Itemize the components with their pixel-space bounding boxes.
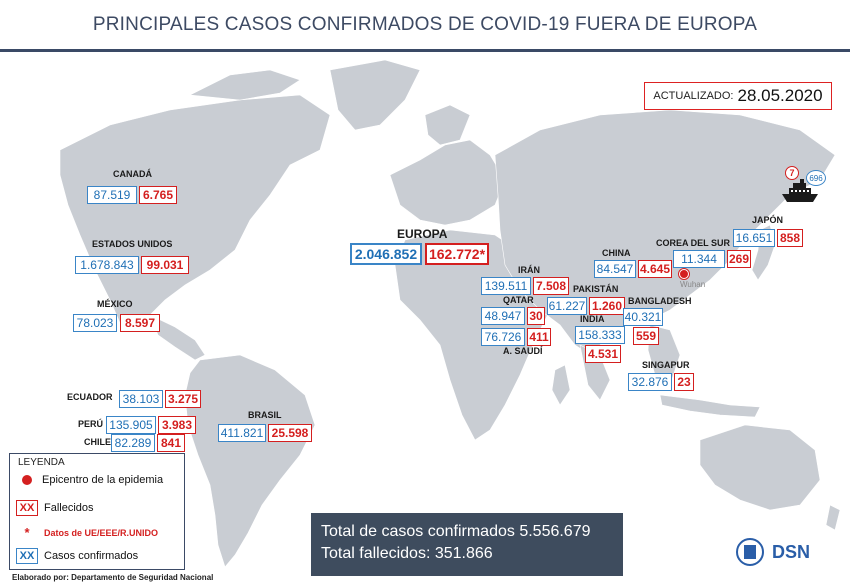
seal-icon (736, 538, 764, 566)
legend-confirmed: XX Casos confirmados (16, 548, 138, 564)
deaths-europa: 162.772* (425, 243, 489, 265)
ship-deaths: 7 (785, 166, 799, 180)
epicenter-dot-icon (22, 475, 32, 485)
legend-eu: * Datos de UE/EEE/R.UNIDO (16, 525, 158, 540)
deaths-china: 4.645 (638, 260, 672, 278)
deaths-ecuador: 3.275 (165, 390, 201, 408)
legend-epicenter: Epicentro de la epidemia (16, 474, 163, 486)
confirmed-pakistan: 61.227 (547, 297, 587, 315)
legend-epicenter-label: Epicentro de la epidemia (42, 474, 164, 486)
label-chile: CHILE (84, 437, 111, 447)
label-japon: JAPÓN (752, 215, 784, 225)
label-iran: IRÁN (518, 265, 540, 275)
update-date: 28.05.2020 (737, 86, 823, 105)
label-usa: ESTADOS UNIDOS (92, 239, 173, 249)
confirmed-ecuador: 38.103 (119, 390, 163, 408)
legend-deaths-label: Fallecidos (44, 502, 94, 514)
confirmed-canada: 87.519 (87, 186, 137, 204)
deaths-pakistan: 1.260 (589, 297, 625, 315)
label-peru: PERÚ (78, 419, 104, 429)
wuhan-epicenter-icon (679, 269, 689, 279)
confirmed-chile: 82.289 (111, 434, 155, 452)
confirmed-qatar: 48.947 (481, 307, 525, 325)
legend-eu-label: Datos de UE/EEE/R.UNIDO (44, 527, 159, 538)
confirmed-arabia: 76.726 (481, 328, 525, 346)
deaths-qatar: 30 (527, 307, 545, 325)
confirmed-india: 158.333 (575, 326, 625, 344)
total-confirmed: Total de casos confirmados 5.556.679 (321, 523, 591, 540)
label-mexico: MÉXICO (97, 299, 133, 309)
confirmed-bangladesh: 40.321 (623, 308, 663, 326)
dsn-logo-text: DSN (772, 541, 811, 562)
label-bangladesh: BANGLADESH (628, 296, 692, 306)
deaths-bangladesh: 559 (633, 327, 659, 345)
totals-panel: Total de casos confirmados 5.556.679 Tot… (311, 513, 623, 576)
wuhan-label: Wuhan (680, 280, 706, 289)
total-deaths: Total fallecidos: 351.866 (321, 545, 493, 562)
legend-confirmed-label: Casos confirmados (44, 550, 139, 562)
confirmed-china: 84.547 (594, 260, 636, 278)
deaths-japon: 858 (777, 229, 803, 247)
legend: LEYENDA Epicentro de la epidemia XX Fall… (9, 453, 185, 570)
deaths-arabia: 411 (527, 328, 551, 346)
confirmed-corea: 11.344 (673, 250, 725, 268)
label-india: INDIA (580, 314, 605, 324)
label-corea: COREA DEL SUR (656, 238, 731, 248)
label-china: CHINA (602, 248, 631, 258)
confirmed-mexico: 78.023 (73, 314, 117, 332)
deaths-iran: 7.508 (533, 277, 569, 295)
legend-deaths: XX Fallecidos (16, 500, 94, 516)
confirmed-swatch: XX (16, 548, 38, 564)
label-singapur: SINGAPUR (642, 360, 690, 370)
confirmed-singapur: 32.876 (628, 373, 672, 391)
deaths-peru: 3.983 (158, 416, 196, 434)
title-bar: PRINCIPALES CASOS CONFIRMADOS DE COVID-1… (0, 0, 850, 52)
deaths-india: 4.531 (585, 345, 621, 363)
label-ecuador: ECUADOR (67, 392, 113, 402)
deaths-singapur: 23 (674, 373, 694, 391)
deaths-mexico: 8.597 (120, 314, 160, 332)
confirmed-europa: 2.046.852 (350, 243, 422, 265)
dsn-logo: DSN (736, 538, 810, 566)
star-icon: * (24, 525, 30, 540)
label-brasil: BRASIL (248, 410, 282, 420)
cruise-ship-icon (782, 179, 818, 202)
legend-title: LEYENDA (18, 457, 65, 468)
confirmed-usa: 1.678.843 (75, 256, 139, 274)
page-title: PRINCIPALES CASOS CONFIRMADOS DE COVID-1… (92, 13, 758, 35)
deaths-swatch: XX (16, 500, 38, 516)
confirmed-brasil: 411.821 (218, 424, 266, 442)
deaths-corea: 269 (727, 250, 751, 268)
update-label: ACTUALIZADO: (653, 90, 734, 102)
ship-confirmed: 696 (806, 170, 826, 186)
deaths-usa: 99.031 (141, 256, 189, 274)
confirmed-iran: 139.511 (481, 277, 531, 295)
deaths-chile: 841 (157, 434, 185, 452)
update-box: ACTUALIZADO: 28.05.2020 (644, 82, 832, 110)
confirmed-japon: 16.651 (733, 229, 775, 247)
footer-credit: Elaborado por: Departamento de Seguridad… (12, 573, 214, 582)
confirmed-peru: 135.905 (106, 416, 156, 434)
deaths-canada: 6.765 (139, 186, 177, 204)
label-arabia: A. SAUDÍ (503, 346, 543, 356)
deaths-brasil: 25.598 (268, 424, 312, 442)
label-pakistan: PAKISTÁN (573, 284, 619, 294)
label-qatar: QATAR (503, 295, 534, 305)
label-canada: CANADÁ (113, 169, 152, 179)
label-europa: EUROPA (397, 227, 448, 241)
